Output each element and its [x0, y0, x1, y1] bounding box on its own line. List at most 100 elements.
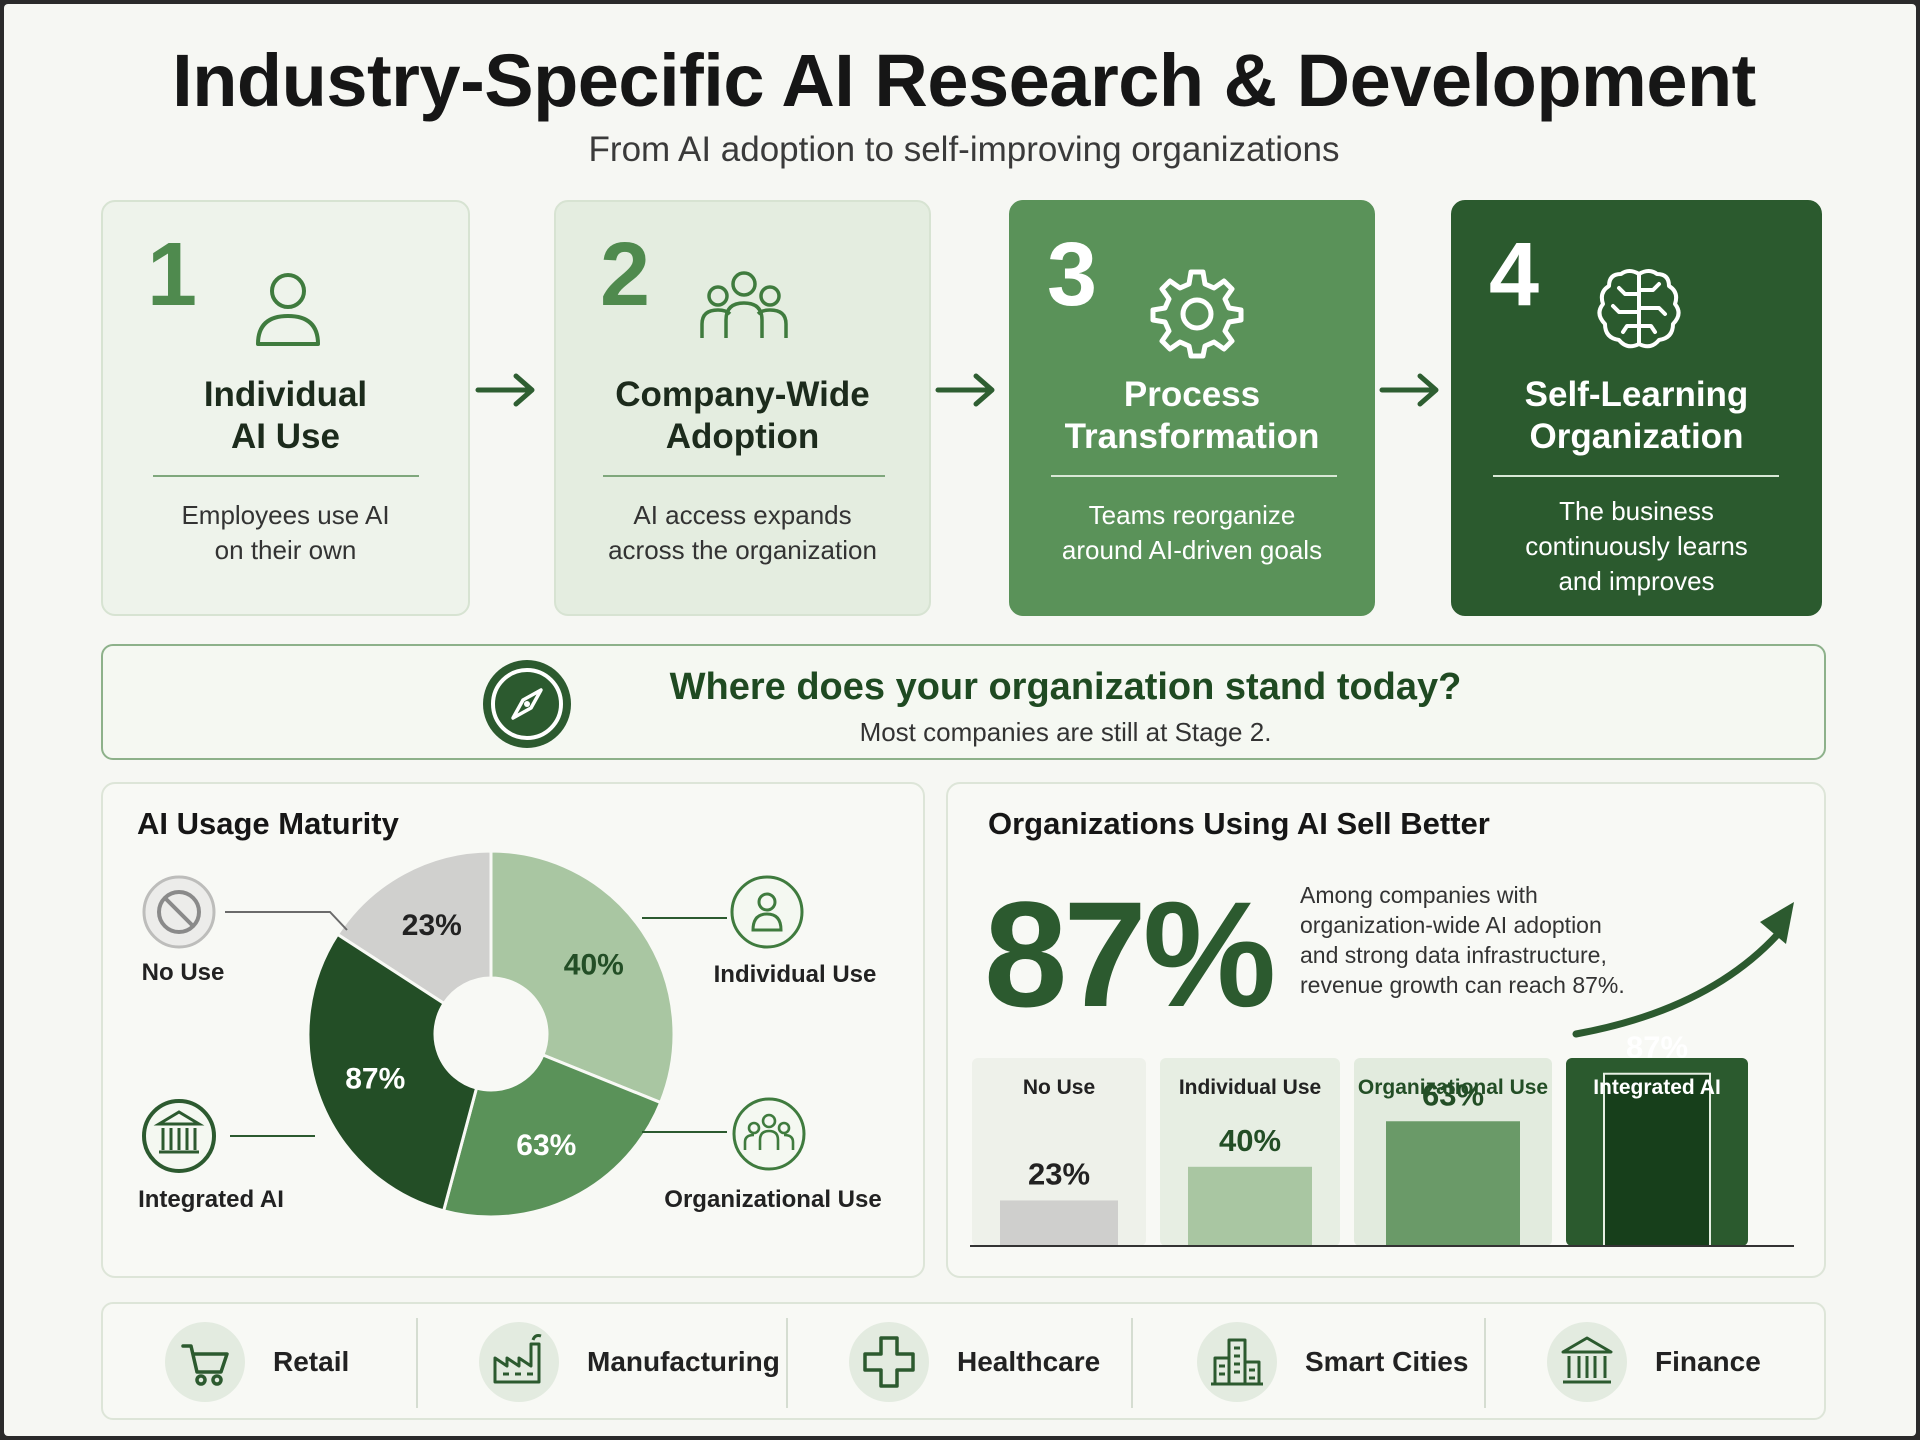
stage-number: 1	[147, 225, 198, 325]
page-title: Industry-Specific AI Research & Developm…	[172, 39, 1756, 122]
label-no-use: No Use	[142, 959, 225, 986]
stage-desc-line: around AI-driven goals	[1061, 535, 1323, 565]
stage-title: Process Transformation	[1011, 374, 1373, 458]
group-icon	[700, 271, 788, 338]
bar-column-background	[972, 1058, 1146, 1246]
label-individual-use: Individual Use	[714, 961, 877, 988]
stage-title-line: Self-Learning	[1524, 375, 1749, 414]
brain-icon	[1597, 269, 1681, 349]
stage-desc-line: continuously learns	[1525, 531, 1748, 561]
stage-desc-line: AI access expands	[633, 500, 852, 530]
icon-badge	[479, 1322, 559, 1402]
growth-arrowhead	[1760, 902, 1794, 944]
no-use-icon	[142, 875, 216, 949]
donut-slice	[306, 932, 479, 1213]
stage-description: AI access expands across the organizatio…	[556, 498, 929, 568]
integrated-ai-icon	[142, 1099, 216, 1173]
maturity-donut-chart: 23% 40% 63% 87% No Use Individual Use	[138, 849, 882, 1219]
icon-badge	[165, 1322, 245, 1402]
stage-title-line: AI Use	[231, 417, 340, 456]
bar-category-label: Integrated AI	[1593, 1076, 1721, 1099]
label-integrated-ai: Integrated AI	[138, 1186, 284, 1213]
stage-number: 4	[1489, 225, 1540, 325]
bar-category-label: Organizational Use	[1358, 1076, 1548, 1099]
stage-desc-line: across the organization	[608, 535, 877, 565]
icon-badge	[849, 1322, 929, 1402]
bar-category-label: Individual Use	[1179, 1076, 1321, 1099]
stage-title: Self-Learning Organization	[1453, 374, 1820, 458]
stage-number: 3	[1047, 225, 1098, 325]
stat-note-line: Among companies with	[1300, 882, 1538, 908]
bar	[1188, 1166, 1312, 1246]
stage-card-3: 3 Process Transformation Teams reorganiz…	[1009, 200, 1375, 616]
banner-question: Where does your organization stand today…	[669, 666, 1462, 708]
infographic-page: Industry-Specific AI Research & Developm…	[4, 4, 1916, 1436]
icon-badge	[1547, 1322, 1627, 1402]
stage-divider	[153, 475, 419, 477]
stage-title-line: Adoption	[665, 417, 820, 456]
stage-title-line: Individual	[203, 375, 368, 414]
bar	[1603, 1072, 1711, 1247]
stage-description: Employees use AI on their own	[103, 498, 468, 568]
industry-label: Smart Cities	[1305, 1346, 1469, 1377]
divider	[786, 1318, 788, 1408]
stage-desc-line: The business	[1559, 496, 1714, 526]
divider	[1131, 1318, 1133, 1408]
person-icon	[256, 273, 320, 346]
divider	[416, 1318, 418, 1408]
stage-divider	[1051, 475, 1337, 477]
donut-value-label: 63%	[516, 1129, 576, 1162]
industry-label: Healthcare	[957, 1346, 1101, 1377]
stage-desc-line: and improves	[1558, 566, 1715, 596]
stat-note-line: and strong data infrastructure,	[1300, 942, 1607, 968]
bank-icon	[1561, 1336, 1613, 1384]
stage-description: Teams reorganize around AI-driven goals	[1011, 498, 1373, 568]
donut-slice	[441, 1053, 663, 1219]
stage-divider	[1493, 475, 1779, 477]
stage-description: The business continuously learns and imp…	[1453, 494, 1820, 599]
stage-desc-line: Employees use AI	[181, 500, 390, 530]
page-subtitle: From AI adoption to self-improving organ…	[588, 130, 1340, 169]
big-stat: 87%	[984, 870, 1276, 1038]
stage-question-banner: Where does your organization stand today…	[101, 644, 1826, 760]
compass-icon	[483, 660, 571, 748]
growth-arrow-icon	[1572, 930, 1782, 1038]
divider	[1484, 1318, 1486, 1408]
donut-slice	[335, 849, 493, 1006]
sales-title: Organizations Using AI Sell Better	[988, 806, 1490, 841]
bar-value-label: 87%	[1626, 1030, 1688, 1065]
stage-title: Individual AI Use	[103, 374, 468, 458]
stage-card-1: 1 Individual AI Use Employees use AI on …	[101, 200, 470, 616]
stage-title-line: Process	[1123, 375, 1261, 414]
factory-icon	[493, 1334, 542, 1384]
stage-card-4: 4 Self-Learning Organization The busines…	[1451, 200, 1822, 616]
stage-title-line: Company-Wide	[615, 375, 870, 414]
donut-value-label: 23%	[402, 909, 462, 942]
arrow-right-icon	[935, 373, 995, 407]
cart-icon	[181, 1344, 229, 1386]
buildings-icon	[1211, 1338, 1263, 1386]
industry-label: Manufacturing	[587, 1346, 780, 1377]
stage-title-line: Transformation	[1064, 417, 1320, 456]
arrow-right-icon	[1379, 373, 1439, 407]
stage-divider	[603, 475, 885, 477]
stat-note-line: organization-wide AI adoption	[1300, 912, 1602, 938]
industry-label: Retail	[273, 1346, 350, 1377]
bar	[1386, 1121, 1520, 1246]
bar-value-label: 63%	[1422, 1077, 1484, 1112]
maturity-title: AI Usage Maturity	[137, 806, 399, 841]
banner-answer: Most companies are still at Stage 2.	[859, 717, 1272, 747]
label-organizational-use: Organizational Use	[664, 1186, 881, 1213]
sales-panel: Organizations Using AI Sell Better 87% A…	[946, 782, 1826, 1278]
organizational-use-icon	[732, 1097, 806, 1171]
industry-strip: Retail Manufacturing	[101, 1302, 1826, 1420]
arrow-right-icon	[475, 373, 535, 407]
maturity-panel: AI Usage Maturity 23% 40% 63% 87% No Use In…	[101, 782, 925, 1278]
donut-slice	[489, 849, 676, 1105]
bar-value-label: 40%	[1219, 1123, 1281, 1158]
medical-cross-icon	[863, 1336, 915, 1388]
stage-title: Company-Wide Adoption	[556, 374, 929, 458]
bar	[1000, 1200, 1118, 1246]
industry-label: Finance	[1655, 1346, 1761, 1377]
stat-note-line: revenue growth can reach 87%.	[1300, 972, 1625, 998]
